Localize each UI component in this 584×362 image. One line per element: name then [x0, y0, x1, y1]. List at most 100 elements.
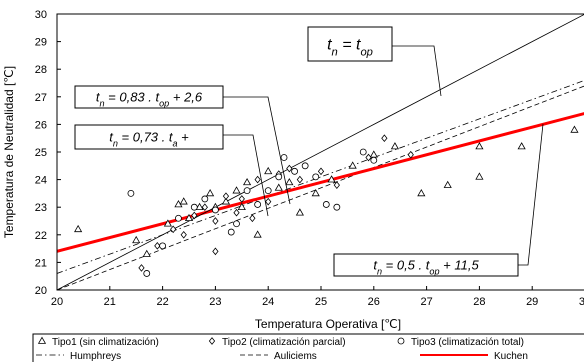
legend-label: Humphreys: [70, 351, 121, 362]
x-tick-label: 24: [262, 296, 274, 308]
circle-point: [312, 173, 320, 181]
equation-leader-line: [518, 123, 544, 266]
circle-point: [333, 203, 341, 211]
diamond-point: [180, 230, 187, 239]
x-tick-label: 22: [156, 296, 168, 308]
diamond-point: [286, 164, 293, 173]
equation-box: [74, 124, 224, 150]
y-tick-label: 30: [35, 9, 47, 21]
circle-point: [243, 187, 251, 195]
x-tick-label: 29: [526, 296, 538, 308]
diamond-point: [333, 181, 340, 189]
circle-point: [159, 242, 167, 250]
y-tick-label: 24: [35, 175, 47, 187]
y-tick-label: 22: [35, 230, 47, 242]
triangle-point: [221, 197, 231, 205]
triangle-point: [253, 230, 262, 238]
circle-point: [370, 156, 378, 164]
diamond-point: [407, 150, 414, 159]
x-tick-label: 25: [315, 296, 327, 308]
circle-point: [127, 189, 135, 197]
equation-text: tn = 0,73 . ta +: [109, 130, 189, 149]
circle-point: [233, 220, 240, 228]
triangle-point: [327, 175, 336, 183]
triangle-point: [184, 213, 194, 222]
x-tick-label: 23: [209, 296, 221, 308]
circle-point: [301, 162, 309, 170]
triangle-point: [475, 142, 484, 150]
triangle-point: [179, 197, 188, 205]
triangle-point: [417, 188, 426, 197]
triangle-point: [295, 208, 304, 216]
circle-point: [143, 270, 151, 277]
circle-point: [264, 187, 272, 195]
equation-text: tn = top: [327, 37, 373, 59]
equation-text: tn = 0,83 . top + 2,6: [96, 90, 203, 109]
triangle-point: [517, 142, 526, 150]
auliciems-line: [57, 85, 584, 290]
equation-leader-line: [223, 96, 291, 205]
diamond-point: [212, 247, 219, 256]
triangle-point: [237, 202, 246, 211]
circle-point: [322, 201, 330, 208]
triangle-point: [242, 177, 252, 186]
diamond-point: [222, 192, 230, 200]
circle-point: [280, 154, 288, 161]
x-tick-label: 20: [51, 296, 63, 308]
triangle-point: [132, 235, 141, 244]
legend-triangle-marker: [37, 336, 47, 344]
diamond-point: [138, 264, 145, 272]
equation-box: [307, 26, 393, 62]
legend-label: Auliciems: [274, 351, 317, 362]
triangle-point: [390, 142, 400, 150]
circle-point: [175, 214, 182, 222]
diamond-point: [254, 175, 261, 184]
legend-frame: [32, 333, 584, 362]
diamond-point: [154, 242, 161, 250]
diamond-point: [233, 208, 240, 217]
circle-point: [254, 201, 262, 208]
y-tick-label: 25: [35, 147, 47, 159]
triangle-point: [142, 249, 151, 257]
triangle-point: [264, 166, 273, 175]
x-tick-label: 21: [104, 296, 116, 308]
triangle-point: [475, 172, 484, 180]
legend-label: Tipo2 (climatización parcial): [222, 337, 346, 348]
diamond-point: [296, 175, 303, 184]
triangle-point: [285, 177, 294, 186]
circle-point: [291, 167, 299, 175]
triangle-point: [195, 202, 204, 211]
x-axis-label: Temperatura Operativa [℃]: [255, 317, 401, 331]
equation-leader-line: [392, 45, 442, 97]
diamond-point: [201, 203, 208, 212]
legend-diamond-marker: [208, 337, 216, 345]
diamond-point: [170, 225, 177, 234]
legend-label: Tipo1 (sin climatización): [52, 337, 159, 348]
diamond-point: [212, 217, 219, 225]
y-tick-label: 28: [35, 64, 47, 76]
legend-label: Kuchen: [494, 351, 528, 362]
circle-point: [201, 195, 209, 203]
triangle-point: [274, 183, 283, 191]
y-tick-label: 21: [35, 257, 47, 269]
y-tick-label: 26: [35, 119, 47, 131]
triangle-point: [206, 188, 215, 197]
triangle-point: [74, 224, 83, 233]
triangle-point: [232, 186, 241, 194]
legend-circle-marker: [397, 337, 405, 345]
diamond-point: [365, 153, 372, 162]
y-tick-label: 23: [35, 202, 47, 214]
triangle-point: [443, 180, 452, 188]
equation-text: tn = 0,5 . top + 11,5: [373, 258, 479, 277]
y-tick-label: 20: [35, 285, 47, 297]
diamond-point: [238, 195, 245, 203]
circle-point: [211, 206, 219, 214]
equation-leader-line: [223, 134, 269, 217]
x-tick-label: 30: [579, 296, 584, 308]
y-tick-label: 27: [35, 92, 47, 104]
identity-line: [57, 14, 584, 290]
x-tick-label: 28: [473, 296, 485, 308]
triangle-point: [311, 188, 320, 197]
diamond-point: [381, 134, 388, 143]
